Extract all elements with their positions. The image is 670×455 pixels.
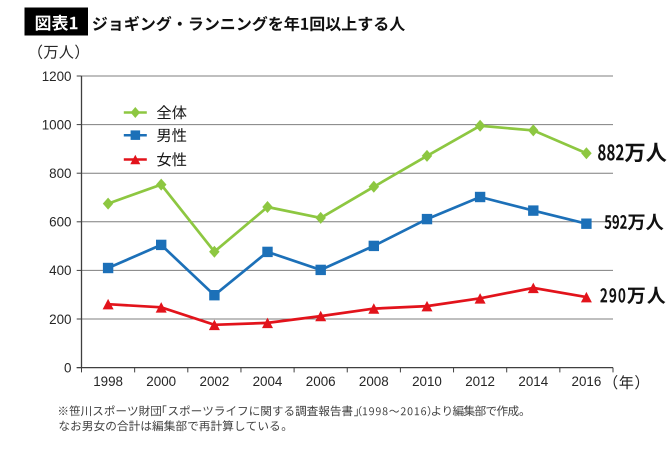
svg-text:2006: 2006 bbox=[306, 374, 336, 389]
svg-text:2012: 2012 bbox=[465, 374, 495, 389]
svg-text:2010: 2010 bbox=[412, 374, 442, 389]
svg-text:800: 800 bbox=[49, 166, 71, 181]
svg-text:1998: 1998 bbox=[93, 374, 123, 389]
svg-text:600: 600 bbox=[49, 215, 71, 230]
svg-text:2004: 2004 bbox=[253, 374, 283, 389]
svg-text:2016: 2016 bbox=[572, 374, 602, 389]
svg-text:1200: 1200 bbox=[42, 69, 72, 84]
svg-text:0: 0 bbox=[64, 360, 71, 375]
svg-text:1000: 1000 bbox=[42, 117, 72, 132]
svg-text:2014: 2014 bbox=[518, 374, 548, 389]
svg-text:400: 400 bbox=[49, 263, 71, 278]
svg-text:200: 200 bbox=[49, 312, 71, 327]
svg-text:2000: 2000 bbox=[146, 374, 176, 389]
svg-text:2002: 2002 bbox=[200, 374, 230, 389]
svg-text:2008: 2008 bbox=[359, 374, 389, 389]
